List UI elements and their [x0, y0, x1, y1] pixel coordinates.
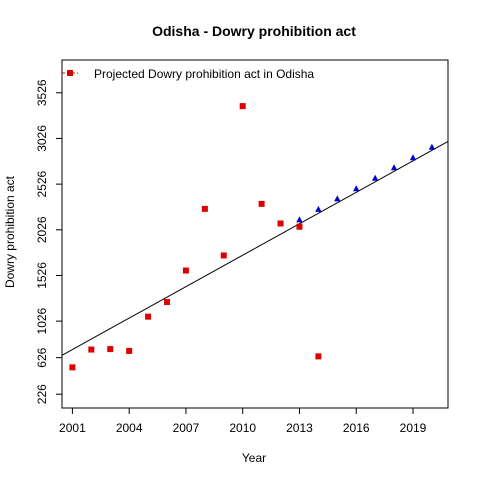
y-tick-label: 626 — [35, 347, 49, 367]
data-point-observed — [88, 346, 95, 353]
y-axis-label: Dowry prohibition act — [3, 175, 17, 288]
legend-entry: Projected Dowry prohibition act in Odish… — [94, 67, 314, 81]
data-point-observed — [126, 347, 133, 354]
data-point-projected — [390, 164, 398, 171]
data-point-observed — [277, 220, 284, 227]
data-point-observed — [182, 267, 189, 274]
y-tick-label: 1026 — [35, 307, 49, 334]
data-point-observed — [201, 205, 208, 212]
data-point-observed — [220, 252, 227, 259]
y-tick-label: 226 — [35, 384, 49, 404]
x-tick-label: 2010 — [229, 421, 256, 435]
data-point-projected — [334, 195, 341, 202]
data-point-projected — [409, 154, 417, 161]
data-point-projected — [353, 185, 360, 192]
y-tick-label: 2026 — [35, 216, 49, 243]
data-point-observed — [107, 346, 114, 353]
data-point-observed — [296, 223, 303, 230]
chart-title: Odisha - Dowry prohibition act — [152, 23, 356, 39]
x-tick-label: 2007 — [173, 421, 200, 435]
legend: Projected Dowry prohibition act in Odish… — [62, 67, 314, 81]
x-tick-label: 2016 — [343, 421, 370, 435]
x-tick-label: 2019 — [400, 421, 427, 435]
data-point-observed — [239, 103, 246, 110]
data-point-projected — [371, 174, 379, 181]
y-tick-label: 3026 — [35, 125, 49, 152]
x-tick-label: 2004 — [116, 421, 143, 435]
y-tick-label: 1526 — [35, 262, 49, 289]
data-point-observed — [145, 313, 152, 320]
data-point-observed — [258, 200, 265, 207]
data-point-observed — [164, 299, 171, 306]
data-point-observed — [69, 364, 76, 371]
x-axis-label: Year — [242, 451, 266, 465]
y-tick-label: 3526 — [35, 79, 49, 106]
data-point-observed — [315, 353, 322, 360]
plot-frame — [61, 59, 449, 409]
x-tick-label: 2013 — [286, 421, 313, 435]
x-tick-label: 2001 — [59, 421, 86, 435]
plot-area: 2001 2004 2007 2010 2013 2016 2019 226 626 1026 15… — [35, 59, 449, 435]
data-point-projected — [315, 205, 322, 212]
y-tick-label: 2526 — [35, 170, 49, 197]
legend-marker — [67, 70, 73, 76]
trend-line — [62, 141, 448, 356]
data-point-projected — [296, 216, 303, 223]
data-point-projected — [428, 143, 436, 150]
